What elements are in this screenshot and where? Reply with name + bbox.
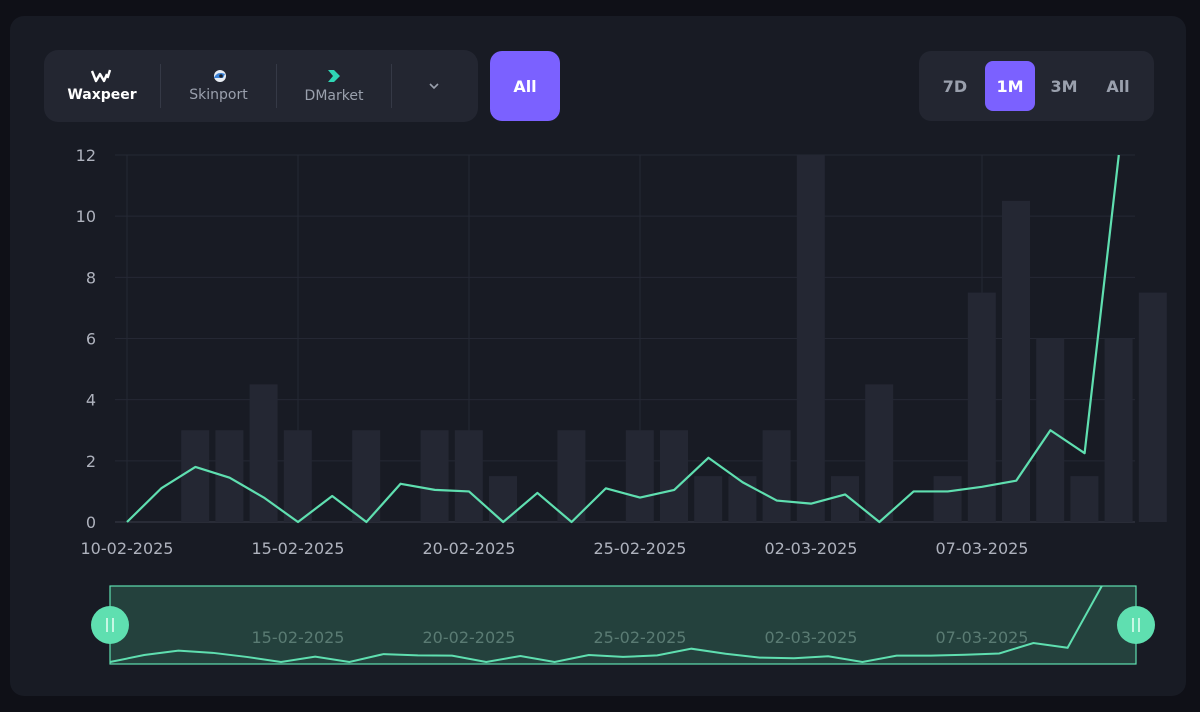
all-markets-button[interactable]: All [490,51,560,121]
range-3m-button[interactable]: 3M [1050,76,1078,96]
divider [276,64,277,108]
divider [160,64,161,108]
market-dmarket[interactable]: DMarket [277,50,391,122]
market-skinport[interactable]: Skinport [161,50,276,122]
range-all-button[interactable]: All [1106,76,1130,96]
range-7d-button[interactable]: 7D [942,76,968,96]
market-waxpeer[interactable]: Waxpeer [44,50,160,122]
market-label: Waxpeer [67,87,137,103]
range-1m-button[interactable]: 1M [985,61,1035,111]
market-selector: Waxpeer Skinport DMarket [44,50,478,122]
divider [391,64,392,108]
waxpeer-logo-icon [91,69,112,83]
dmarket-logo-icon [328,70,340,82]
market-dropdown-button[interactable] [392,50,476,122]
market-label: Skinport [189,87,248,103]
time-range-selector: 7D 1M 3M All [919,51,1154,121]
skinport-logo-icon [213,70,226,82]
market-label: DMarket [304,88,364,104]
chevron-down-icon [429,83,439,90]
